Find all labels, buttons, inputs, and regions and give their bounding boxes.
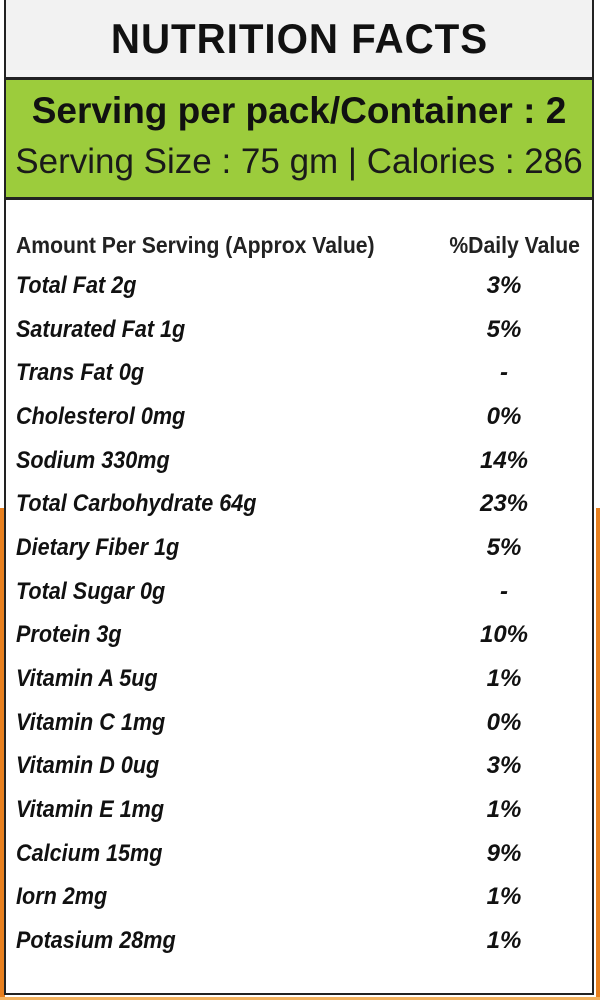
table-row: Total Sugar 0g - <box>16 570 592 614</box>
table-row: Vitamin A 5ug 1% <box>16 657 592 701</box>
nutrient-name: Iorn 2mg <box>16 883 108 911</box>
daily-value-percent: 3% <box>486 271 522 299</box>
daily-value-percent: 5% <box>486 533 522 561</box>
table-row: Sodium 330mg 14% <box>16 439 592 483</box>
daily-value-percent: 23% <box>479 490 529 518</box>
daily-value-percent: 1% <box>486 796 522 824</box>
table-row: Iorn 2mg 1% <box>16 876 592 920</box>
nutrient-name: Total Fat 2g <box>16 271 137 299</box>
table-row: Calcium 15mg 9% <box>16 832 592 876</box>
nutrient-name: Vitamin E 1mg <box>16 796 165 824</box>
table-header: Amount Per Serving (Approx Value) %Daily… <box>16 226 592 264</box>
title-bar: NUTRITION FACTS <box>6 0 592 80</box>
nutrient-name: Potasium 28mg <box>16 927 176 955</box>
orange-edge-left <box>0 508 5 1000</box>
nutrient-name: Total Carbohydrate 64g <box>16 490 257 518</box>
daily-value-percent: 0% <box>486 402 522 430</box>
nutrient-name: Total Sugar 0g <box>16 577 166 605</box>
daily-value-percent: 1% <box>486 665 522 693</box>
table-row: Vitamin C 1mg 0% <box>16 701 592 745</box>
nutrient-name: Protein 3g <box>16 621 122 649</box>
table-row: Dietary Fiber 1g 5% <box>16 526 592 570</box>
table-row: Saturated Fat 1g 5% <box>16 308 592 352</box>
daily-value-percent: - <box>500 359 508 387</box>
table-row: Trans Fat 0g - <box>16 351 592 395</box>
nutrient-table: Amount Per Serving (Approx Value) %Daily… <box>6 200 592 963</box>
nutrient-name: Trans Fat 0g <box>16 359 145 387</box>
table-row: Total Fat 2g 3% <box>16 264 592 308</box>
daily-value-percent: 1% <box>486 927 522 955</box>
serving-info-bar: Serving per pack/Container : 2 Serving S… <box>6 80 592 200</box>
table-row: Total Carbohydrate 64g 23% <box>16 482 592 526</box>
table-row: Vitamin E 1mg 1% <box>16 788 592 832</box>
daily-value-percent: 5% <box>486 315 522 343</box>
serving-size-calories: Serving Size : 75 gm | Calories : 286 <box>15 142 583 181</box>
table-row: Potasium 28mg 1% <box>16 919 592 963</box>
nutrient-rows: Total Fat 2g 3% Saturated Fat 1g 5% Trans Fa… <box>16 264 592 963</box>
daily-value-percent: 1% <box>486 883 522 911</box>
nutrient-name: Vitamin D 0ug <box>16 752 160 780</box>
orange-edge-bottom <box>0 997 600 1000</box>
nutrient-name: Saturated Fat 1g <box>16 315 186 343</box>
nutrient-name: Calcium 15mg <box>16 839 163 867</box>
header-amount-per-serving: Amount Per Serving (Approx Value) <box>16 231 375 258</box>
table-row: Vitamin D 0ug 3% <box>16 745 592 789</box>
servings-per-container: Serving per pack/Container : 2 <box>31 90 567 131</box>
daily-value-percent: 3% <box>486 752 522 780</box>
orange-edge-right <box>596 508 600 1000</box>
header-daily-value: %Daily Value <box>449 231 580 258</box>
page-title: NUTRITION FACTS <box>110 14 488 62</box>
nutrient-name: Vitamin A 5ug <box>16 665 158 693</box>
nutrition-facts-panel: NUTRITION FACTS Serving per pack/Contain… <box>4 0 594 995</box>
nutrient-name: Vitamin C 1mg <box>16 708 166 736</box>
daily-value-percent: 10% <box>479 621 529 649</box>
nutrient-name: Sodium 330mg <box>16 446 170 474</box>
nutrient-name: Dietary Fiber 1g <box>16 533 180 561</box>
nutrient-name: Cholesterol 0mg <box>16 402 186 430</box>
table-row: Cholesterol 0mg 0% <box>16 395 592 439</box>
daily-value-percent: 9% <box>486 839 522 867</box>
daily-value-percent: - <box>500 577 508 605</box>
table-row: Protein 3g 10% <box>16 614 592 658</box>
daily-value-percent: 14% <box>479 446 529 474</box>
daily-value-percent: 0% <box>486 708 522 736</box>
